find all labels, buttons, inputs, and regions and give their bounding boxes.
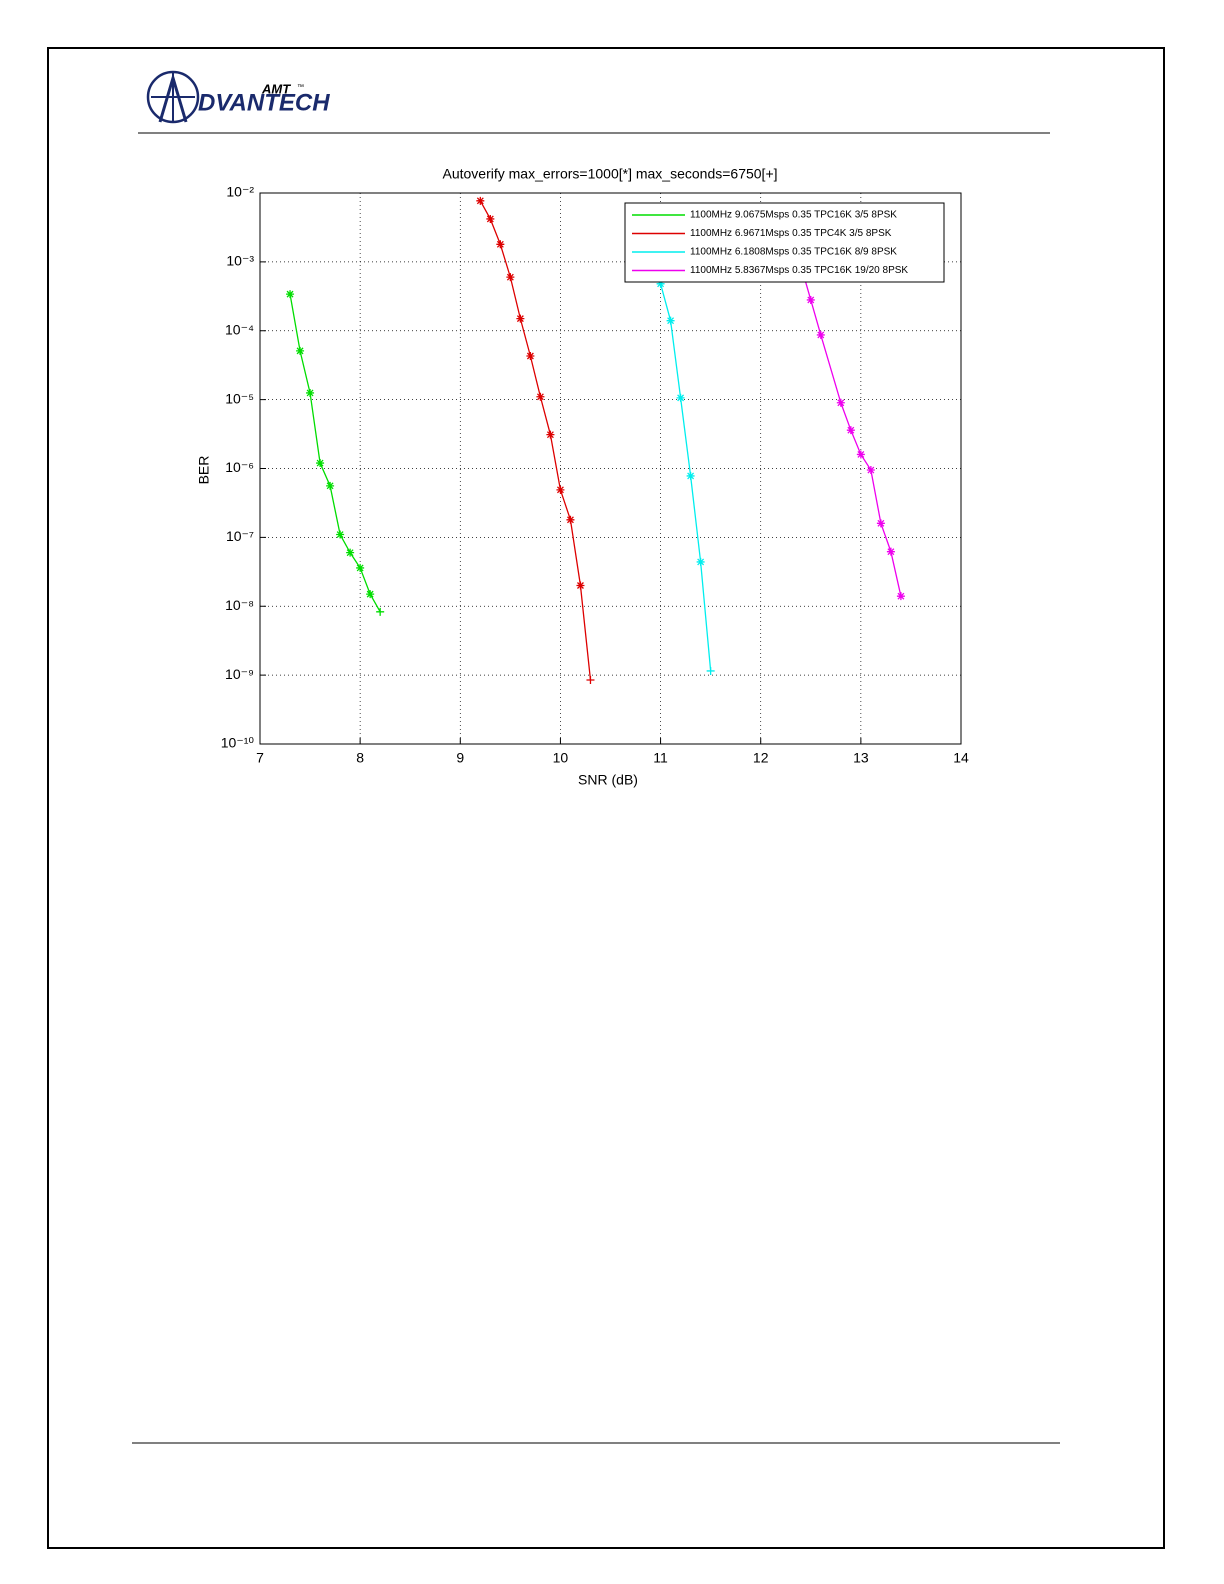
legend-box [624, 202, 945, 283]
data-marker [856, 450, 865, 459]
y-tick-label: 10⁻⁴ [225, 321, 254, 337]
page-border [47, 47, 1165, 1549]
data-marker [526, 351, 535, 360]
data-marker [656, 279, 665, 288]
data-marker [546, 430, 555, 439]
data-marker [536, 392, 545, 401]
logo-text: DVANTECH [198, 89, 330, 116]
legend-label: 1100MHz 5.8367Msps 0.35 TPC16K 19/20 8PS… [690, 265, 908, 276]
x-tick-label: 9 [456, 750, 464, 766]
x-tick-label: 7 [256, 750, 264, 766]
data-marker [586, 675, 595, 684]
plot-frame [259, 192, 962, 745]
chart-title: Autoverify max_errors=1000[*] max_second… [442, 166, 777, 182]
data-marker [676, 393, 685, 402]
legend-label: 1100MHz 6.9671Msps 0.35 TPC4K 3/5 8PSK [690, 228, 892, 239]
data-marker [376, 607, 385, 616]
data-marker [876, 519, 885, 528]
y-tick-label: 10⁻⁶ [225, 459, 254, 475]
data-marker [866, 466, 875, 475]
data-marker [846, 426, 855, 435]
data-marker [476, 196, 485, 205]
x-tick-label: 13 [853, 750, 869, 766]
data-marker [506, 273, 515, 282]
legend-label: 1100MHz 9.0675Msps 0.35 TPC16K 3/5 8PSK [690, 210, 897, 221]
y-tick-label: 10⁻² [226, 184, 254, 200]
data-marker [496, 240, 505, 249]
x-tick-label: 12 [753, 750, 769, 766]
y-tick-label: 10⁻⁹ [225, 666, 254, 682]
data-marker [286, 290, 295, 299]
data-marker [336, 530, 345, 539]
data-marker [576, 581, 585, 590]
data-marker [806, 295, 815, 304]
plot-content [286, 196, 905, 684]
logo: DVANTECH AMT ™ [146, 70, 330, 124]
data-marker [666, 316, 675, 325]
data-marker [706, 666, 715, 675]
x-axis-label: SNR (dB) [578, 772, 638, 788]
x-tick-label: 10 [553, 750, 569, 766]
data-marker [366, 590, 375, 599]
data-marker [896, 592, 905, 601]
data-marker [326, 481, 335, 490]
data-marker [566, 515, 575, 524]
trademark: ™ [297, 84, 304, 91]
data-marker [836, 398, 845, 407]
x-tick-label: 11 [653, 750, 668, 766]
y-tick-label: 10⁻⁸ [225, 597, 254, 613]
y-tick-label: 10⁻³ [226, 253, 254, 269]
data-marker [516, 314, 525, 323]
data-marker [556, 485, 565, 494]
x-tick-label: 8 [356, 750, 364, 766]
data-marker [296, 346, 305, 355]
data-marker [316, 459, 325, 468]
data-marker [346, 548, 355, 557]
legend-label: 1100MHz 6.1808Msps 0.35 TPC16K 8/9 8PSK [690, 247, 897, 258]
logo-superscript: AMT [261, 81, 291, 96]
data-marker [486, 214, 495, 223]
data-marker [696, 557, 705, 566]
data-marker [886, 547, 895, 556]
data-marker [816, 330, 825, 339]
series-line [289, 294, 381, 613]
data-marker [306, 388, 315, 397]
series-line [479, 200, 592, 681]
y-tick-label: 10⁻⁵ [225, 390, 254, 406]
y-tick-label: 10⁻¹⁰ [221, 735, 255, 751]
data-marker [356, 563, 365, 572]
x-tick-label: 14 [953, 750, 969, 766]
data-marker [686, 471, 695, 480]
y-tick-label: 10⁻⁷ [226, 528, 254, 544]
y-axis-label: BER [196, 456, 212, 485]
